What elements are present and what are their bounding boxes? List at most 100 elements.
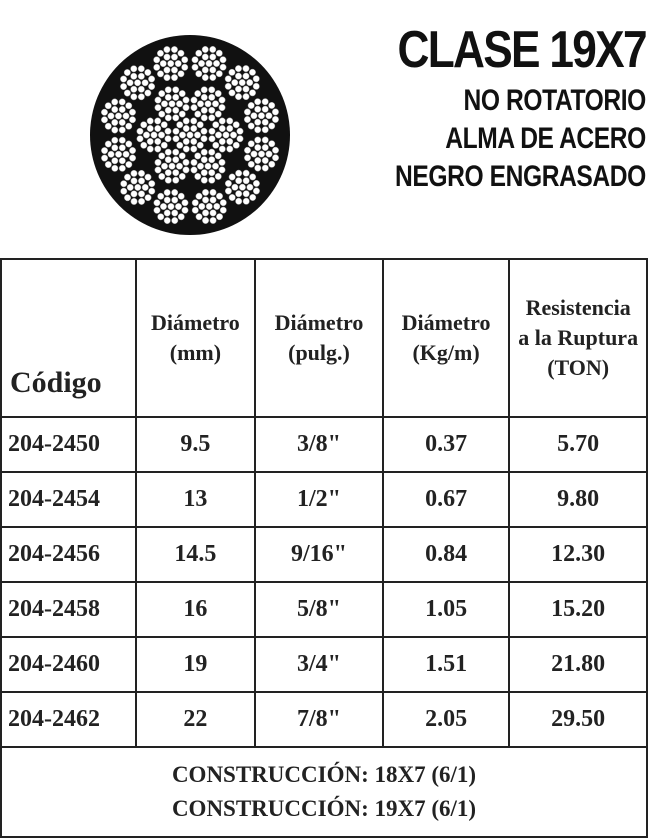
wire — [226, 138, 234, 145]
wire — [243, 108, 251, 116]
wire — [200, 156, 208, 164]
wire — [138, 177, 145, 185]
wire — [163, 53, 171, 61]
wire — [242, 169, 250, 177]
wire — [261, 118, 269, 126]
wire — [101, 154, 109, 162]
wire — [218, 145, 226, 153]
wire — [201, 66, 209, 74]
wire — [197, 162, 204, 170]
table-cell: 9/16" — [254, 526, 384, 583]
wire — [172, 148, 180, 156]
wire — [254, 157, 262, 164]
wire — [153, 206, 161, 214]
wire — [181, 56, 189, 64]
wire — [172, 86, 180, 94]
wire — [243, 116, 251, 123]
wire — [118, 106, 126, 113]
wire — [215, 49, 223, 57]
wire — [118, 136, 126, 144]
table-cell: 21.80 — [508, 636, 648, 693]
wire — [224, 187, 232, 195]
column-header: Resistencia a la Ruptura (TON) — [508, 258, 648, 418]
wire — [120, 180, 128, 188]
header-text: Código — [10, 366, 102, 399]
column-header: Diámetro (Kg/m) — [381, 258, 511, 418]
wire — [129, 154, 137, 162]
wire — [238, 183, 246, 191]
table-cell: 3/4" — [254, 636, 384, 693]
wire — [115, 112, 122, 120]
wire — [212, 162, 219, 170]
wire — [208, 169, 216, 177]
wire — [235, 85, 242, 93]
wire — [249, 68, 256, 76]
wire — [137, 65, 145, 73]
wire — [182, 145, 190, 153]
wire — [214, 90, 222, 98]
wire — [196, 141, 204, 149]
wire — [154, 158, 162, 166]
wire — [219, 56, 227, 64]
wire — [154, 125, 162, 132]
header-text: Diámetro — [401, 310, 491, 335]
wire — [235, 197, 243, 205]
wire — [228, 68, 236, 76]
wire — [176, 121, 184, 129]
wire — [172, 135, 180, 143]
wire — [164, 169, 172, 177]
wire — [252, 75, 260, 83]
wire — [261, 136, 269, 144]
wire — [247, 140, 255, 148]
wire — [101, 108, 108, 116]
wire — [163, 74, 171, 82]
wire — [124, 194, 131, 202]
footer-text: CONSTRUCCIÓN: 19X7 (6/1) — [171, 796, 477, 821]
wire — [163, 209, 171, 217]
table-cell: 5/8" — [254, 581, 384, 638]
table-cell: 1/2" — [254, 471, 384, 528]
table-body: 204-2450 9.5 3/8" 0.37 5.70 204-2454 13 1/2" 0.6… — [0, 416, 648, 838]
wire — [208, 127, 216, 135]
wire — [182, 104, 190, 112]
wire — [272, 146, 279, 154]
wire — [247, 102, 255, 109]
wire — [208, 106, 216, 114]
wire — [242, 190, 250, 198]
wire — [146, 125, 154, 132]
wire — [250, 112, 258, 120]
header-text: (Kg/m) — [412, 340, 480, 365]
wire — [130, 197, 138, 205]
wire — [190, 166, 198, 174]
wire — [268, 101, 276, 109]
wire — [107, 150, 115, 158]
wire — [172, 127, 180, 135]
wire — [209, 209, 217, 217]
wire — [254, 118, 262, 126]
wire — [197, 100, 204, 108]
table-cell: 3/8" — [254, 416, 384, 473]
wire — [177, 49, 185, 57]
header-text: a la Ruptura — [518, 325, 639, 350]
table-row: 204-2450 9.5 3/8" 0.37 5.70 — [0, 416, 648, 473]
table-cell: 1.05 — [381, 581, 511, 638]
table-cell: 9.80 — [508, 471, 648, 528]
table-cell: 204-2456 — [0, 526, 137, 583]
wire — [156, 49, 164, 57]
wire — [191, 206, 199, 214]
wire — [160, 121, 168, 129]
wire — [158, 90, 166, 98]
wire — [130, 85, 138, 93]
wire — [254, 126, 262, 134]
wire — [200, 135, 208, 143]
wire — [154, 138, 162, 145]
wire — [226, 125, 234, 132]
wire — [191, 199, 199, 207]
wire — [216, 192, 223, 200]
wire — [137, 85, 145, 93]
wire — [125, 161, 133, 168]
wire — [213, 60, 220, 67]
table-cell: 204-2462 — [0, 691, 137, 748]
wire — [209, 46, 217, 53]
wire — [111, 164, 119, 172]
